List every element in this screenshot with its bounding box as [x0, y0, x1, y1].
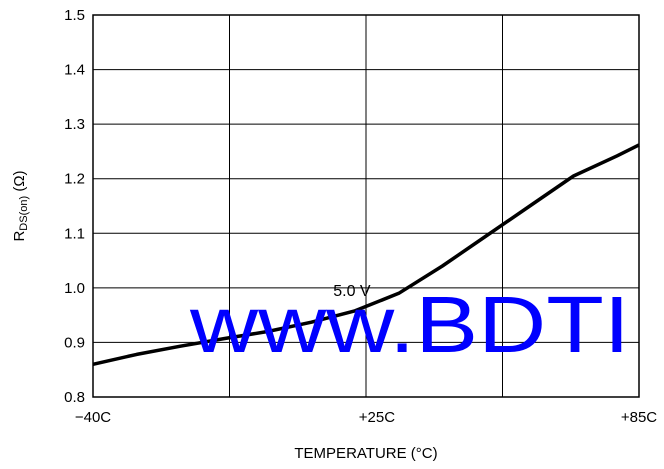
y-axis-label-main: R — [11, 231, 28, 242]
y-axis-label-sub: DS(on) — [18, 196, 30, 231]
y-tick-label: 1.1 — [64, 225, 85, 242]
x-tick-label: −40C — [75, 409, 111, 426]
x-tick-label: +85C — [621, 409, 657, 426]
y-tick-label: 0.8 — [64, 389, 85, 406]
plot-frame — [92, 14, 640, 398]
y-tick-label: 0.9 — [64, 334, 85, 351]
x-axis-label: TEMPERATURE (°C) — [294, 445, 437, 462]
y-tick-label: 1.5 — [64, 7, 85, 24]
series-annotation: 5.0 V — [333, 283, 371, 300]
y-tick-labels: 0.8 0.9 1.0 1.1 1.2 1.3 1.4 1.5 — [64, 7, 85, 406]
y-tick-label: 1.2 — [64, 171, 85, 188]
series-line — [92, 143, 640, 367]
series-layer — [92, 143, 640, 367]
y-tick-label: 1.0 — [64, 280, 85, 297]
y-tick-label: 1.4 — [64, 62, 85, 79]
x-tick-label: +25C — [359, 409, 395, 426]
watermark: www.BDTI — [189, 280, 630, 369]
x-tick-labels: −40C +25C +85C — [75, 409, 657, 426]
y-axis-label: RDS(on) (Ω) — [11, 170, 30, 241]
y-axis-label-unit: (Ω) — [11, 170, 28, 195]
y-tick-label: 1.3 — [64, 116, 85, 133]
